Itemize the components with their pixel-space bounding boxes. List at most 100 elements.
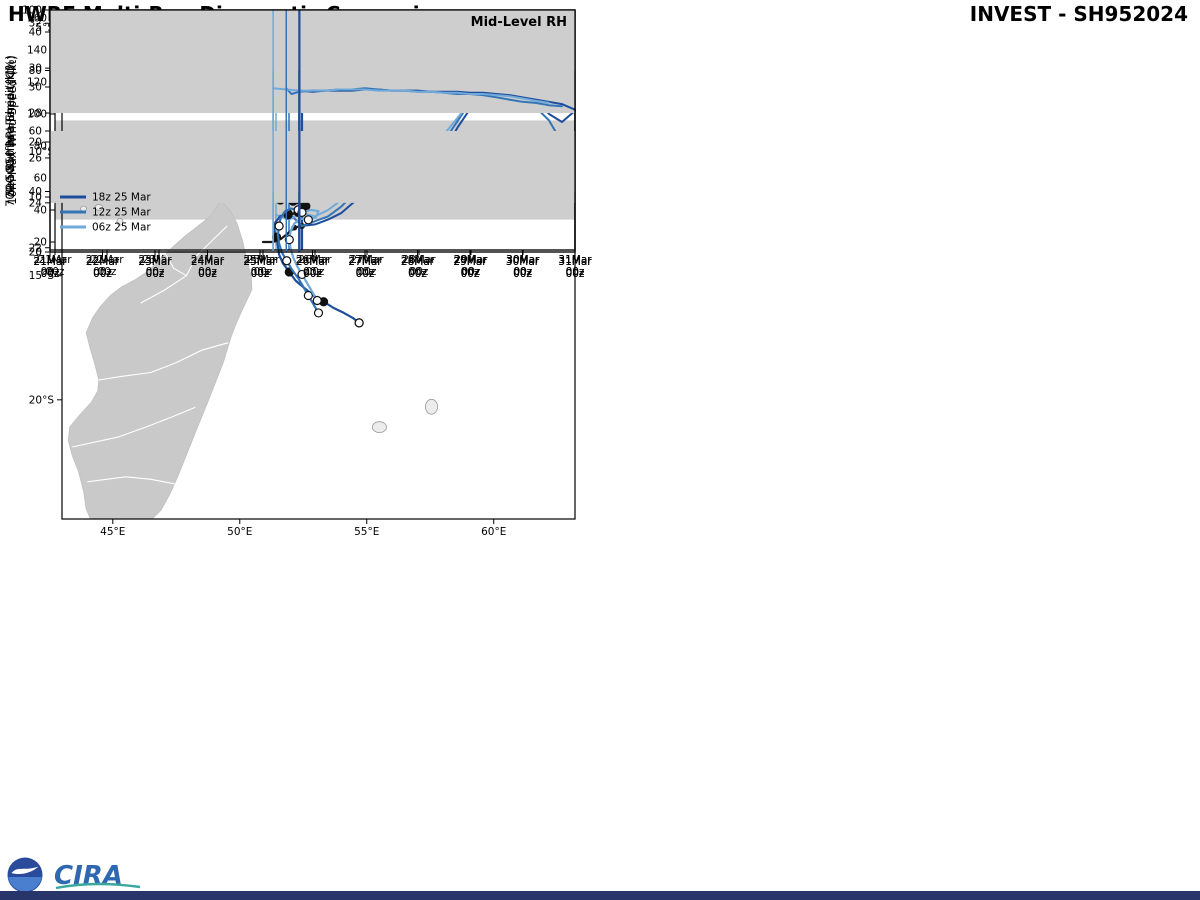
x-tick-label: 24Mar: [191, 254, 225, 266]
x-tick-label: 26Mar: [296, 256, 330, 268]
series-06z-25-mar: [272, 87, 550, 104]
y-axis-title: 700-500 hPa Humidity (%): [3, 55, 17, 207]
track-marker: [297, 269, 307, 280]
x-tick-sublabel: 00z: [254, 266, 273, 278]
x-tick-label: 29Mar: [454, 254, 488, 266]
x-tick-sublabel: 00z: [251, 268, 270, 280]
x-tick-label: 25Mar: [246, 254, 280, 266]
x-tick-sublabel: 00z: [513, 266, 532, 278]
x-tick-label: 29Mar: [453, 254, 487, 266]
x-tick-label: 28Mar: [401, 256, 435, 268]
x-tick-sublabel: 00z: [356, 268, 375, 280]
y-tick-label: 40: [29, 186, 42, 198]
storm-id-title: INVEST - SH952024: [969, 2, 1188, 26]
x-tick-label: 22Mar: [86, 256, 120, 268]
legend-label-06z-25-mar: 06z 25 Mar: [92, 222, 151, 234]
lat-tick-label: 5°S: [35, 22, 54, 34]
x-tick-sublabel: 00z: [46, 266, 65, 278]
x-tick-sublabel: 00z: [251, 266, 270, 278]
rh-chart: 2040608010021Mar00z22Mar00z23Mar00z24Mar…: [3, 5, 592, 281]
x-tick-label: 31Mar: [558, 256, 592, 268]
x-tick-sublabel: 00z: [146, 268, 165, 280]
y-tick-label: 160: [27, 13, 47, 25]
x-tick-label: 25Mar: [243, 256, 277, 268]
x-tick-sublabel: 00z: [98, 266, 117, 278]
x-tick-label: 31Mar: [558, 256, 592, 268]
y-tick-label: 40: [34, 205, 47, 217]
track-end-marker: [312, 295, 322, 306]
y-tick-label: 120: [27, 77, 47, 89]
y-tick-label: 80: [29, 65, 42, 77]
island: [371, 421, 387, 433]
x-tick-label: 23Mar: [138, 256, 172, 268]
x-tick-sublabel: 00z: [303, 268, 322, 280]
x-tick-sublabel: 00z: [303, 266, 322, 278]
x-tick-label: 28Mar: [402, 254, 436, 266]
x-tick-label: 27Mar: [348, 256, 382, 268]
y-tick-label: 24: [29, 197, 43, 209]
x-tick-sublabel: 00z: [566, 268, 585, 280]
x-tick-label: 26Mar: [296, 254, 330, 266]
lat-tick-label: 20°S: [29, 394, 55, 406]
x-tick-label: 22Mar: [90, 254, 124, 266]
track-marker: [303, 290, 313, 301]
x-tick-sublabel: 00z: [461, 268, 480, 280]
x-tick-sublabel: 00z: [93, 266, 112, 278]
noaa-logo-lower: [8, 877, 42, 892]
panel-title: Mid-Level RH: [471, 15, 567, 30]
shading-band: [50, 10, 575, 71]
x-tick-sublabel: 00z: [358, 266, 377, 278]
lon-tick-label: 50°E: [227, 526, 252, 538]
x-tick-label: 21Mar: [38, 254, 72, 266]
x-tick-sublabel: 00z: [410, 266, 429, 278]
y-tick-label: 28: [29, 108, 42, 120]
x-tick-sublabel: 00z: [408, 266, 427, 278]
x-tick-sublabel: 00z: [198, 266, 217, 278]
x-tick-label: 26Mar: [296, 256, 330, 268]
x-tick-label: 27Mar: [348, 256, 382, 268]
y-axis-title: Sea Surface Temp (°C): [3, 66, 17, 196]
x-tick-sublabel: 00z: [198, 268, 217, 280]
y-axis-title: 10m Max Wind Speed (kt): [5, 55, 19, 204]
y-tick-label: 32: [29, 18, 42, 30]
y-tick-label: 40: [29, 27, 42, 39]
y-tick-label: 20: [29, 247, 42, 259]
x-tick-sublabel: 00z: [306, 266, 325, 278]
x-tick-sublabel: 00z: [303, 268, 322, 280]
x-tick-sublabel: 00z: [566, 268, 585, 280]
lat-tick-label: 10°S: [29, 146, 55, 158]
province-border: [185, 225, 228, 276]
x-tick-label: 28Mar: [401, 254, 435, 266]
x-tick-sublabel: 00z: [461, 268, 480, 280]
province-border: [87, 476, 177, 485]
x-tick-label: 31Mar: [558, 254, 592, 266]
x-tick-sublabel: 00z: [93, 268, 112, 280]
x-tick-label: 24Mar: [191, 256, 225, 268]
track-marker: [303, 215, 313, 225]
island: [116, 217, 124, 226]
y-tick-label: 100: [27, 109, 47, 121]
track-marker: [284, 235, 294, 245]
lon-tick-label: 60°E: [481, 526, 506, 538]
shading-band: [50, 131, 575, 192]
x-tick-sublabel: 00z: [408, 268, 427, 280]
y-tick-label: 100: [22, 5, 42, 17]
x-tick-sublabel: 00z: [461, 266, 480, 278]
province-border: [161, 248, 187, 277]
x-tick-sublabel: 00z: [41, 268, 60, 280]
x-tick-sublabel: 00z: [513, 268, 532, 280]
cira-logo-swoosh: [55, 882, 141, 890]
x-tick-label: 27Mar: [350, 254, 384, 266]
x-tick-label: 29Mar: [453, 256, 487, 268]
x-tick-label: 24Mar: [191, 256, 225, 268]
lat-tick-label: 15°S: [29, 270, 55, 282]
cira-logo: CIRA: [54, 861, 141, 891]
province-border: [98, 342, 229, 381]
province-border: [72, 406, 196, 448]
x-tick-label: 28Mar: [401, 256, 435, 268]
x-tick-label: 23Mar: [138, 254, 172, 266]
x-tick-label: 21Mar: [33, 254, 67, 266]
track-end-marker: [313, 308, 324, 318]
x-tick-label: 30Mar: [506, 256, 540, 268]
x-tick-label: 30Mar: [506, 256, 540, 268]
